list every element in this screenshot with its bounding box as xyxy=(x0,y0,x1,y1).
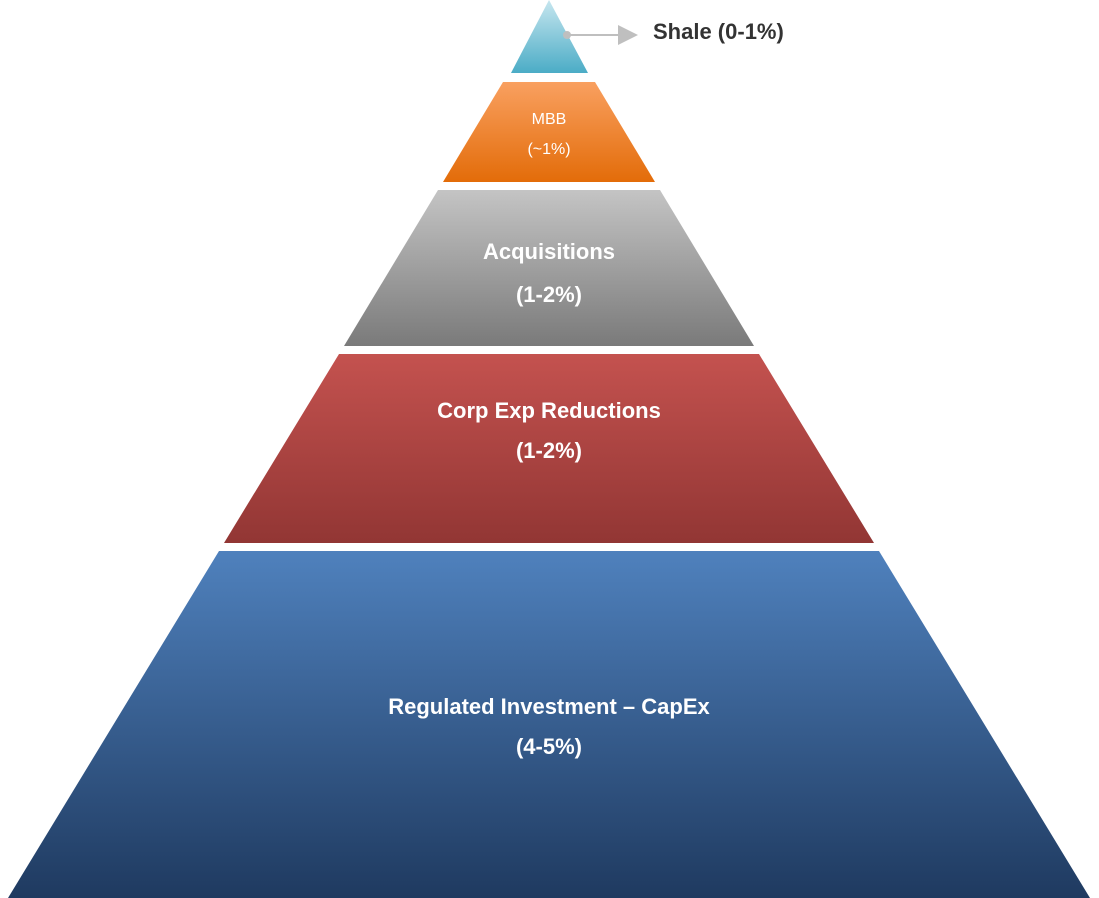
level-shale xyxy=(511,0,588,73)
acquisitions-value: (1-2%) xyxy=(516,282,582,307)
level-regulated xyxy=(8,551,1090,898)
regulated-value: (4-5%) xyxy=(516,734,582,759)
level-mbb xyxy=(443,82,655,182)
shale-label: Shale (0-1%) xyxy=(653,19,784,44)
mbb-name: MBB xyxy=(532,111,567,128)
regulated-name: Regulated Investment – CapEx xyxy=(388,694,710,719)
corp-name: Corp Exp Reductions xyxy=(437,398,661,423)
corp-value: (1-2%) xyxy=(516,438,582,463)
level-acquisitions xyxy=(344,190,754,346)
level-corp-exp xyxy=(224,354,874,543)
acquisitions-name: Acquisitions xyxy=(483,239,615,264)
mbb-value: (~1%) xyxy=(527,141,570,158)
